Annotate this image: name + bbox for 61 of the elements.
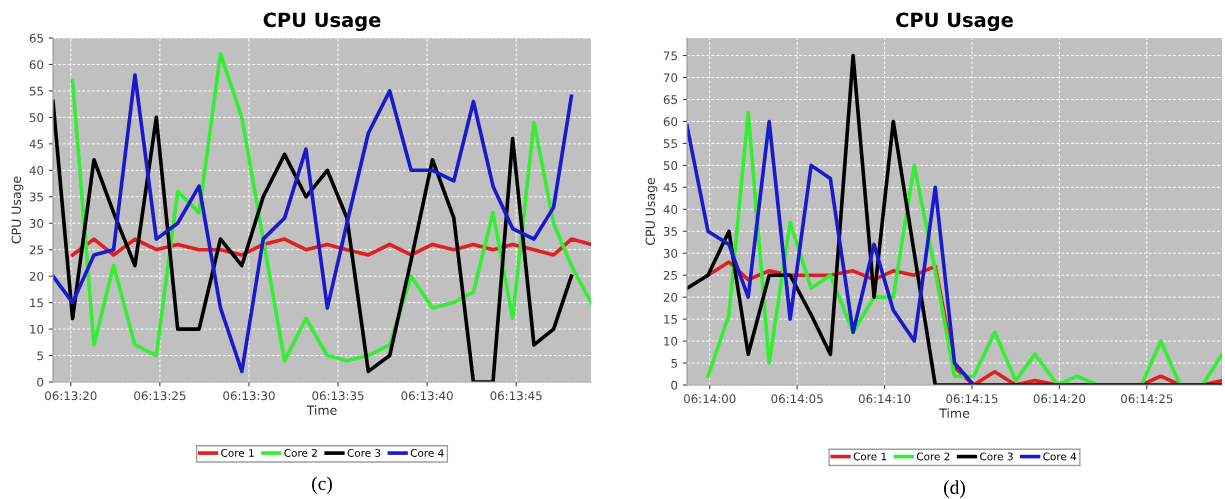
y-tick-label: 40 (29, 166, 44, 175)
y-tick-label: 20 (663, 292, 678, 302)
legend-label: Core 4 (1043, 452, 1077, 461)
y-tick-label: 60 (29, 60, 44, 70)
x-tick-label: 06:14:25 (1121, 394, 1173, 404)
y-axis-title: CPU Usage (645, 178, 658, 245)
chart-title: CPU Usage (263, 12, 381, 32)
y-tick-label: 10 (30, 324, 44, 334)
y-tick-label: 50 (29, 113, 44, 123)
y-tick-label: 65 (663, 95, 677, 105)
y-tick-label: 30 (29, 218, 44, 228)
y-tick-label: 55 (663, 139, 677, 149)
text: (c) (312, 476, 332, 495)
x-tick-label: 06:14:00 (684, 394, 736, 404)
y-tick-label: 70 (663, 73, 678, 83)
y-tick-label: 40 (663, 205, 678, 214)
y-tick-label: 25 (663, 270, 677, 280)
y-tick-label: 10 (664, 336, 678, 346)
y-tick-label: 45 (663, 183, 677, 192)
x-axis-title: Time (939, 408, 970, 418)
y-tick-label: 45 (29, 139, 43, 149)
x-tick-label: 06:13:40 (401, 391, 453, 401)
line-series (70, 52, 591, 363)
legend-label: Core 2 (916, 452, 950, 461)
y-tick-label: 60 (663, 117, 678, 127)
x-tick-label: 06:14:10 (858, 394, 911, 404)
y-tick-label: 15 (30, 298, 43, 308)
y-tick-label: 35 (663, 226, 677, 236)
line-series (687, 119, 976, 385)
chart-title: CPU Usage (896, 12, 1013, 32)
text: (d) (944, 480, 965, 498)
x-tick-label: 06:13:25 (134, 391, 186, 401)
y-tick-label: 65 (29, 33, 43, 43)
y-tick-label: 25 (29, 245, 43, 255)
legend-label: Core 3 (980, 452, 1013, 461)
x-tick-label: 06:14:15 (946, 394, 998, 404)
y-tick-label: 5 (671, 358, 677, 368)
y-tick-label: 0 (671, 380, 678, 390)
legend-label: Core 4 (410, 449, 444, 457)
y-tick-label: 75 (663, 51, 677, 61)
y-tick-label: 20 (29, 271, 44, 281)
legend-label: Core 3 (347, 449, 381, 457)
x-tick-label: 06:14:05 (771, 394, 823, 404)
y-tick-label: 5 (37, 351, 43, 361)
x-tick-label: 06:14:20 (1033, 394, 1086, 404)
y-tick-label: 35 (29, 192, 43, 202)
x-tick-label: 06:13:35 (312, 391, 364, 401)
y-tick-label: 30 (663, 248, 678, 258)
x-tick-label: 06:13:20 (45, 391, 97, 401)
legend-label: Core 1 (853, 452, 887, 461)
y-tick-label: 0 (37, 377, 44, 387)
x-tick-label: 06:13:30 (223, 391, 275, 401)
x-axis-title: Time (306, 405, 337, 415)
line-series (706, 110, 1222, 385)
legend-label: Core 1 (221, 449, 254, 457)
legend-label: Core 2 (284, 449, 317, 457)
y-tick-label: 55 (29, 86, 43, 96)
x-tick-label: 06:13:45 (490, 391, 542, 401)
y-tick-label: 15 (664, 314, 677, 324)
y-axis-title: CPU Usage (11, 176, 24, 244)
y-tick-label: 50 (663, 161, 678, 171)
